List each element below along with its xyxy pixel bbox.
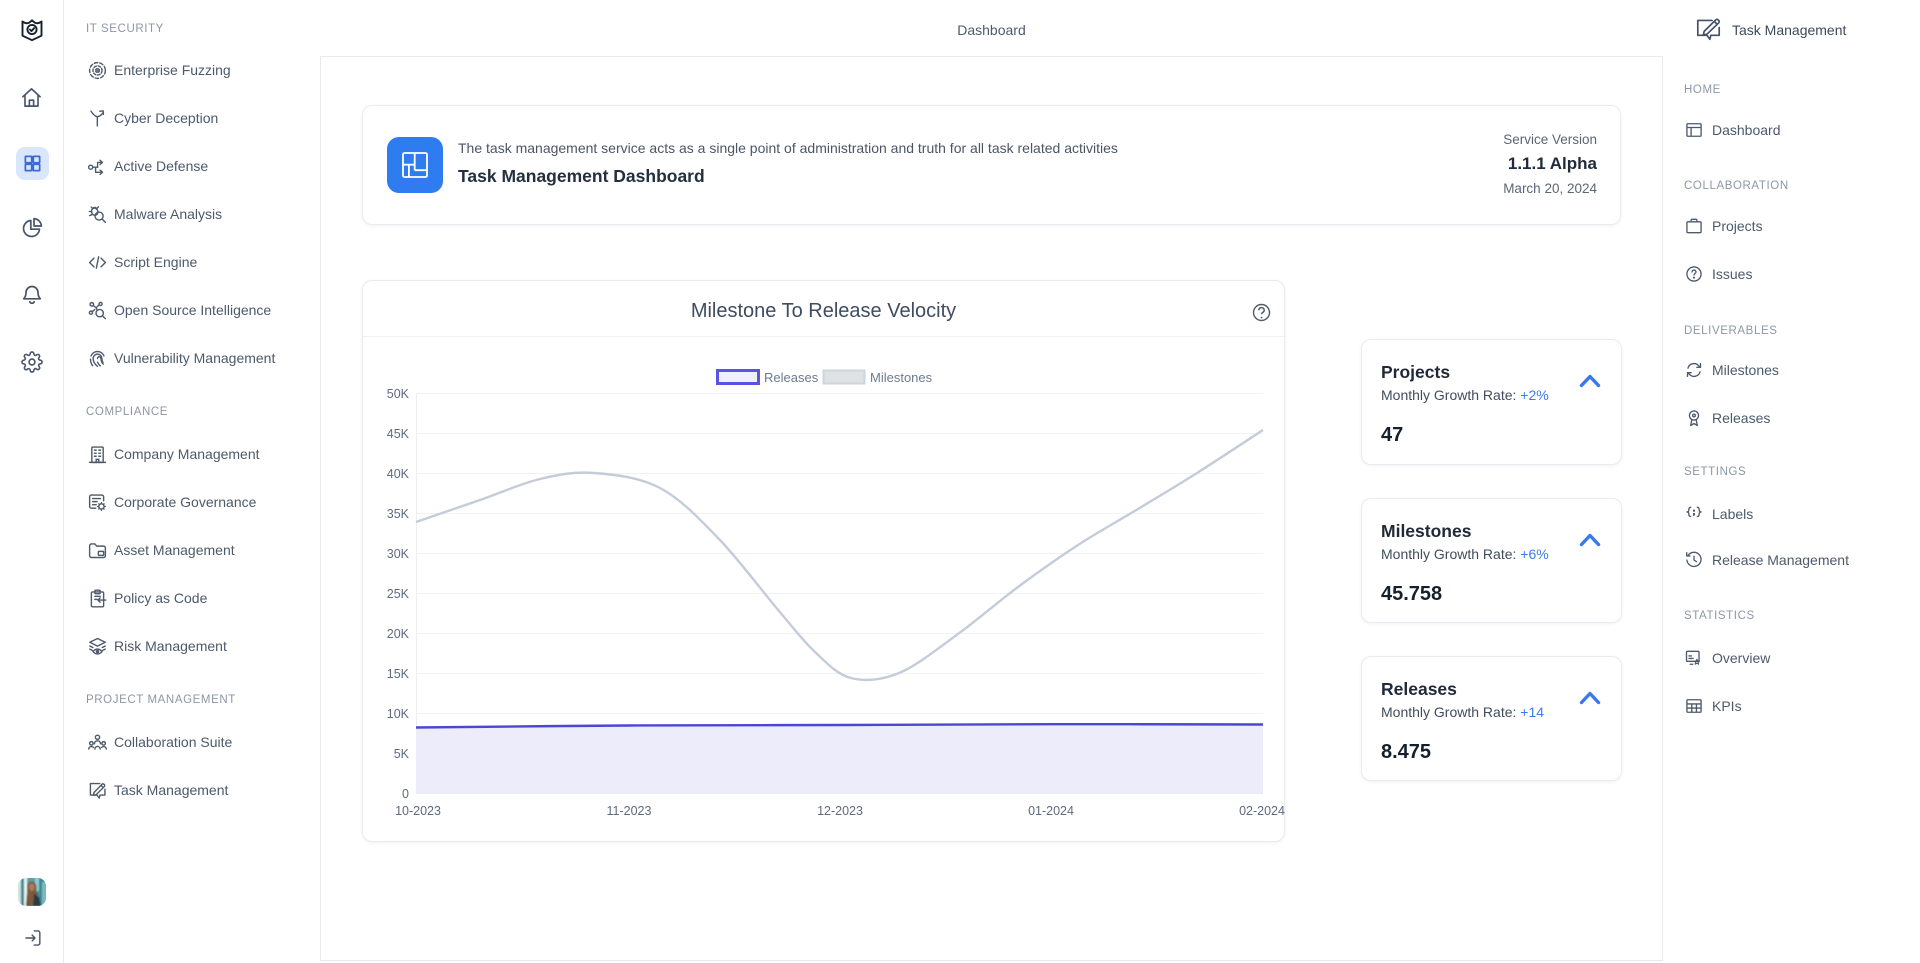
svg-text:01-2024: 01-2024 xyxy=(1028,804,1074,818)
svg-text:11-2023: 11-2023 xyxy=(607,804,652,818)
svg-text:5K: 5K xyxy=(394,747,410,761)
svg-text:45K: 45K xyxy=(387,427,410,441)
svg-text:15K: 15K xyxy=(387,667,410,681)
svg-text:12-2023: 12-2023 xyxy=(817,804,863,818)
svg-text:30K: 30K xyxy=(387,547,410,561)
svg-text:0: 0 xyxy=(402,787,409,801)
svg-text:10K: 10K xyxy=(387,707,410,721)
svg-text:50K: 50K xyxy=(387,387,410,401)
svg-text:Releases: Releases xyxy=(764,370,819,385)
svg-text:02-2024: 02-2024 xyxy=(1239,804,1285,818)
svg-text:Milestones: Milestones xyxy=(870,370,933,385)
svg-text:10-2023: 10-2023 xyxy=(395,804,441,818)
svg-text:40K: 40K xyxy=(387,467,410,481)
svg-text:25K: 25K xyxy=(387,587,410,601)
svg-text:20K: 20K xyxy=(387,627,410,641)
svg-text:35K: 35K xyxy=(387,507,410,521)
